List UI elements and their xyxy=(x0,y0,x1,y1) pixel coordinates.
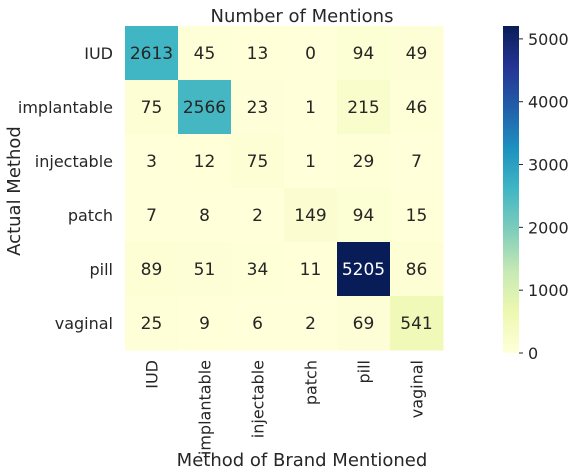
x-tick-label: patch xyxy=(302,360,321,405)
cell-value-label: 7 xyxy=(411,152,422,172)
x-tick-label: implantable xyxy=(196,360,215,455)
y-tick-label: pill xyxy=(90,260,114,279)
colorbar-gradient xyxy=(503,26,519,353)
colorbar-tick-label: 0 xyxy=(528,344,538,363)
heatmap-cell xyxy=(284,26,338,81)
heatmap-cell xyxy=(390,296,444,351)
heatmap-cell xyxy=(390,134,444,189)
heatmap-cell xyxy=(178,26,232,81)
x-axis-label: Method of Brand Mentioned xyxy=(177,450,428,471)
colorbar-tick-label: 1000 xyxy=(528,281,569,300)
cell-value-label: 2566 xyxy=(183,98,226,118)
x-tick-labels: IUD implantable injectable patch pill vaginal xyxy=(143,360,427,455)
x-tick-label: vaginal xyxy=(408,360,427,418)
heatmap-cell xyxy=(178,80,232,135)
cell-value-label: 215 xyxy=(347,98,379,118)
x-tick-label: IUD xyxy=(143,360,162,389)
cell-value-label: 2 xyxy=(305,314,316,334)
heatmap-cell xyxy=(390,188,444,243)
cell-value-label: 541 xyxy=(400,314,432,334)
cell-value-label: 89 xyxy=(141,260,163,280)
cell-value-label: 23 xyxy=(247,98,269,118)
colorbar-tick-label: 3000 xyxy=(528,156,569,175)
heatmap-cell xyxy=(337,80,391,135)
y-tick-label: IUD xyxy=(84,44,113,63)
chart-title: Number of Mentions xyxy=(211,6,394,27)
heatmap-cell xyxy=(178,134,232,189)
cell-value-label: 94 xyxy=(353,44,375,64)
colorbar: 0 1000 2000 3000 4000 5000 xyxy=(503,26,569,363)
x-tick-label: injectable xyxy=(249,360,268,438)
cell-value-label: 75 xyxy=(247,152,269,172)
cell-value-label: 2 xyxy=(252,206,263,226)
cell-value-label: 86 xyxy=(406,260,428,280)
cell-value-label: 51 xyxy=(194,260,216,280)
cell-value-label: 29 xyxy=(353,152,375,172)
heatmap-cell xyxy=(390,80,444,135)
heatmap-cell xyxy=(337,188,391,243)
cell-value-label: 94 xyxy=(353,206,375,226)
cell-value-label: 1 xyxy=(305,152,316,172)
heatmap-cell xyxy=(390,26,444,81)
cell-value-label: 5205 xyxy=(342,260,385,280)
colorbar-tick-label: 2000 xyxy=(528,218,569,237)
heatmap-cell xyxy=(125,26,179,81)
cell-value-label: 13 xyxy=(247,44,269,64)
heatmap-cell xyxy=(125,134,179,189)
cell-value-label: 12 xyxy=(194,152,216,172)
heatmap-cell xyxy=(125,296,179,351)
heatmap-cell xyxy=(178,296,232,351)
heatmap-cell xyxy=(337,296,391,351)
heatmap-cell xyxy=(231,134,285,189)
heatmap-cell xyxy=(337,134,391,189)
cell-value-label: 34 xyxy=(247,260,269,280)
cell-value-label: 46 xyxy=(406,98,428,118)
heatmap-cell xyxy=(284,134,338,189)
y-tick-label: injectable xyxy=(35,152,113,171)
heatmap-cell xyxy=(125,242,179,297)
cell-value-label: 45 xyxy=(194,44,216,64)
cell-value-label: 15 xyxy=(406,206,428,226)
cell-value-label: 2613 xyxy=(130,44,173,64)
heatmap-cell xyxy=(125,80,179,135)
heatmap-cell xyxy=(337,242,391,297)
y-tick-labels: IUD implantable injectable patch pill vaginal xyxy=(18,44,113,333)
heatmap-cell xyxy=(125,188,179,243)
y-axis-label: Actual Method xyxy=(4,126,25,256)
cell-value-label: 69 xyxy=(353,314,375,334)
heatmap-cell xyxy=(231,296,285,351)
heatmap-cell xyxy=(284,242,338,297)
heatmap-cell xyxy=(178,242,232,297)
heatmap-cell xyxy=(178,188,232,243)
heatmap-cell xyxy=(231,188,285,243)
cell-value-label: 6 xyxy=(252,314,263,334)
cell-value-label: 49 xyxy=(406,44,428,64)
cell-value-label: 0 xyxy=(305,44,316,64)
cell-value-label: 8 xyxy=(199,206,210,226)
cell-value-label: 75 xyxy=(141,98,163,118)
cell-value-label: 9 xyxy=(199,314,210,334)
y-tick-label: vaginal xyxy=(55,314,113,333)
heatmap-cell xyxy=(284,80,338,135)
y-tick-label: patch xyxy=(68,206,113,225)
cell-value-label: 3 xyxy=(146,152,157,172)
cell-value-label: 25 xyxy=(141,314,163,334)
heatmap-cell xyxy=(231,80,285,135)
heatmap-cell xyxy=(284,188,338,243)
y-tick-label: implantable xyxy=(18,98,113,117)
colorbar-tick-label: 5000 xyxy=(528,30,569,49)
cell-value-label: 11 xyxy=(300,260,322,280)
heatmap-cell xyxy=(337,26,391,81)
heatmap-cell xyxy=(231,242,285,297)
cell-value-label: 7 xyxy=(146,206,157,226)
heatmap-cell xyxy=(284,296,338,351)
x-tick-label: pill xyxy=(355,360,374,384)
heatmap-cell xyxy=(390,242,444,297)
cell-value-label: 149 xyxy=(294,206,326,226)
cell-value-label: 1 xyxy=(305,98,316,118)
heatmap-cell xyxy=(231,26,285,81)
colorbar-tick-label: 4000 xyxy=(528,93,569,112)
